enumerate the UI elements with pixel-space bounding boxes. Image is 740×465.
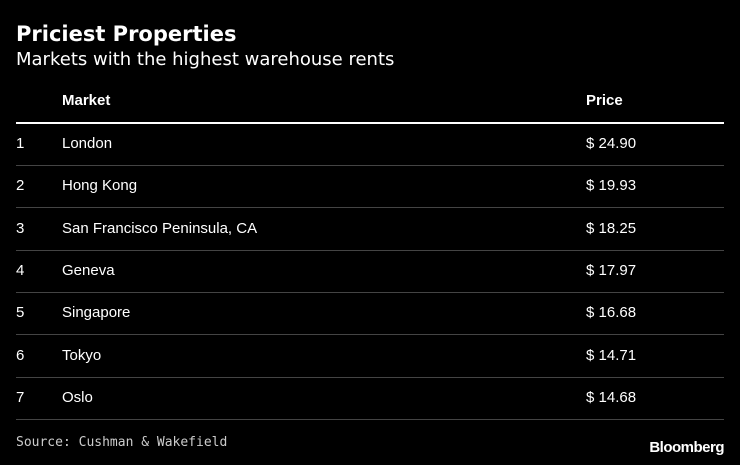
- subtitle: Markets with the highest warehouse rents: [16, 49, 395, 70]
- source: Source: Cushman & Wakefield: [16, 435, 228, 450]
- rank-cell: 2: [16, 177, 25, 195]
- header-rule: [16, 122, 724, 124]
- price-cell: $ 24.90: [586, 135, 637, 152]
- market-cell: Hong Kong: [62, 177, 138, 195]
- rank-cell: 4: [16, 261, 25, 279]
- rank-cell: 7: [16, 388, 25, 406]
- row-separator: [16, 249, 724, 251]
- row-separator: [16, 376, 724, 378]
- rank-cell: 6: [16, 346, 25, 364]
- row-separator: [16, 165, 724, 166]
- column-header: Market: [62, 92, 111, 109]
- brand: Bloomberg: [649, 439, 724, 456]
- rank-cell: 5: [16, 304, 25, 322]
- row-separator: [16, 207, 724, 209]
- price-cell: $ 16.68: [586, 304, 637, 322]
- column-header: Price: [586, 92, 623, 109]
- row-separator: [16, 291, 724, 293]
- market-cell: Oslo: [62, 388, 93, 406]
- rank-cell: 1: [16, 135, 25, 152]
- price-cell: $ 14.68: [586, 388, 637, 406]
- title: Priciest Properties: [16, 22, 237, 46]
- price-cell: $ 18.25: [586, 219, 637, 237]
- market-cell: Tokyo: [62, 346, 102, 364]
- row-separator: [16, 418, 724, 420]
- row-separator: [16, 334, 724, 336]
- price-cell: $ 19.93: [586, 177, 637, 195]
- market-cell: London: [62, 135, 113, 152]
- price-cell: $ 17.97: [586, 261, 637, 279]
- market-cell: Singapore: [62, 304, 131, 322]
- market-cell: San Francisco Peninsula, CA: [62, 219, 258, 237]
- market-cell: Geneva: [62, 261, 115, 279]
- rank-cell: 3: [16, 219, 25, 237]
- price-cell: $ 14.71: [586, 346, 637, 364]
